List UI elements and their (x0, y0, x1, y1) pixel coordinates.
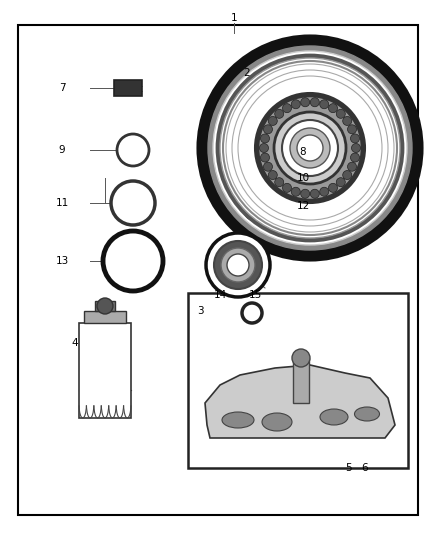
Circle shape (227, 254, 249, 276)
Circle shape (261, 134, 269, 143)
Text: 15: 15 (248, 290, 261, 300)
Circle shape (347, 162, 357, 171)
Circle shape (283, 183, 292, 192)
Text: 6: 6 (362, 463, 368, 473)
Circle shape (260, 98, 360, 198)
Text: 13: 13 (55, 256, 69, 266)
Circle shape (352, 143, 360, 152)
Circle shape (220, 58, 400, 238)
Circle shape (264, 125, 272, 134)
Polygon shape (205, 365, 395, 438)
Bar (114, 80, 142, 96)
Circle shape (268, 171, 277, 180)
Text: 11: 11 (55, 198, 69, 208)
Circle shape (221, 248, 255, 282)
Circle shape (261, 153, 269, 162)
Circle shape (291, 187, 300, 196)
Ellipse shape (320, 409, 348, 425)
Bar (188, 293, 408, 468)
Bar (293, 358, 309, 403)
Text: 7: 7 (59, 83, 65, 93)
Circle shape (268, 117, 277, 125)
Circle shape (244, 192, 272, 220)
Circle shape (208, 46, 412, 250)
Circle shape (226, 64, 394, 232)
Circle shape (301, 98, 310, 107)
Circle shape (223, 61, 397, 235)
Circle shape (292, 349, 310, 367)
Text: 10: 10 (297, 173, 310, 183)
Circle shape (336, 177, 345, 187)
Circle shape (283, 103, 292, 112)
Ellipse shape (222, 412, 254, 428)
Circle shape (217, 55, 403, 241)
Circle shape (242, 303, 262, 323)
Circle shape (310, 98, 319, 107)
Circle shape (291, 100, 300, 109)
Circle shape (328, 183, 338, 192)
Circle shape (336, 109, 345, 118)
Circle shape (202, 40, 418, 256)
Circle shape (347, 125, 357, 134)
Circle shape (320, 100, 328, 109)
Circle shape (274, 112, 346, 184)
Circle shape (301, 189, 310, 198)
Text: 8: 8 (300, 147, 306, 157)
Circle shape (248, 168, 268, 188)
Text: 1: 1 (231, 13, 237, 23)
Circle shape (290, 128, 330, 168)
Bar (95, 301, 115, 311)
Circle shape (103, 231, 163, 291)
Ellipse shape (248, 146, 268, 158)
Ellipse shape (262, 413, 292, 431)
Text: 14: 14 (213, 290, 226, 300)
Circle shape (214, 241, 262, 289)
Bar (79, 323, 131, 418)
Bar (84, 311, 126, 323)
Circle shape (328, 103, 338, 112)
Text: 12: 12 (297, 201, 310, 211)
Circle shape (264, 162, 272, 171)
Circle shape (232, 70, 388, 226)
Circle shape (343, 171, 352, 180)
Text: 3: 3 (197, 306, 203, 316)
Circle shape (275, 177, 284, 187)
Text: 4: 4 (72, 338, 78, 348)
Circle shape (111, 181, 155, 225)
Ellipse shape (250, 146, 266, 154)
Circle shape (213, 51, 407, 245)
Circle shape (297, 135, 323, 161)
Text: 9: 9 (59, 145, 65, 155)
Circle shape (282, 120, 338, 176)
Ellipse shape (354, 407, 379, 421)
Circle shape (97, 298, 113, 314)
Circle shape (275, 109, 284, 118)
Circle shape (259, 143, 268, 152)
Circle shape (206, 233, 270, 297)
Circle shape (238, 76, 382, 220)
Text: 5: 5 (345, 463, 351, 473)
Circle shape (117, 134, 149, 166)
Text: 2: 2 (244, 68, 250, 78)
Circle shape (320, 187, 328, 196)
Circle shape (310, 189, 319, 198)
Circle shape (343, 117, 352, 125)
Circle shape (350, 153, 360, 162)
Circle shape (255, 93, 365, 203)
Circle shape (350, 134, 360, 143)
